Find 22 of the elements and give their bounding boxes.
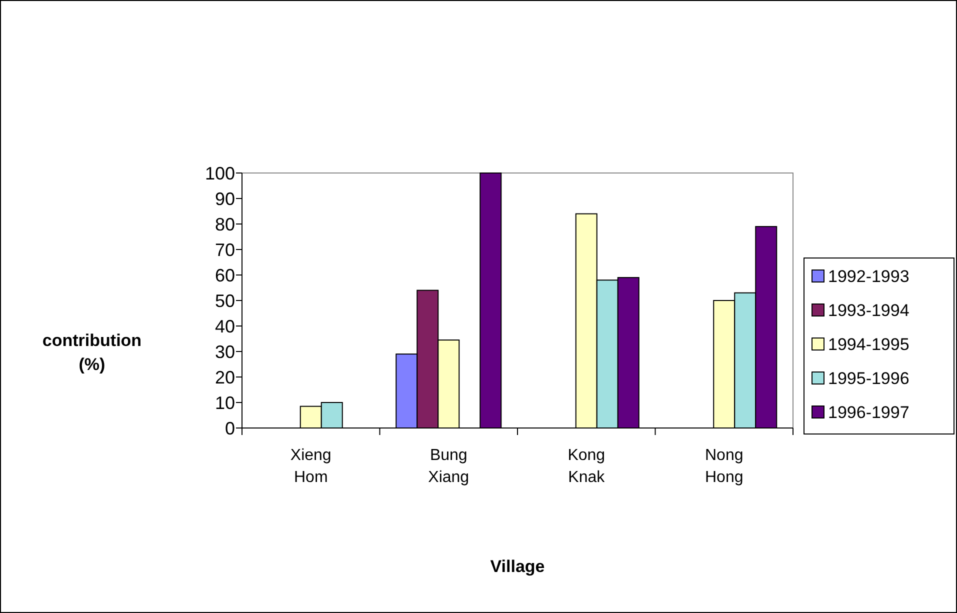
x-tick-label: Bung Xiang <box>428 447 470 486</box>
y-tick-label: 90 <box>214 188 235 209</box>
legend-label: 1992-1993 <box>828 266 910 286</box>
y-tick-label: 20 <box>214 367 235 388</box>
y-tick-label: 10 <box>214 392 235 413</box>
y-tick-label: 0 <box>224 418 235 438</box>
y-tick-label: 30 <box>214 342 235 362</box>
legend-label: 1995-1996 <box>828 368 910 388</box>
y-tick-label: 40 <box>214 316 235 336</box>
legend-label: 1994-1995 <box>828 334 910 354</box>
legend-label: 1993-1994 <box>828 300 910 320</box>
x-tick-label: Xieng Hom <box>290 447 332 486</box>
y-axis-title: contribution (%) <box>42 331 142 374</box>
x-tick-label: Nong Hong <box>705 447 744 486</box>
x-axis-title: Village <box>490 557 545 576</box>
y-tick-label: 100 <box>204 163 235 184</box>
y-tick-label: 80 <box>214 214 235 234</box>
y-tick-label: 50 <box>214 290 235 311</box>
y-tick-label: 60 <box>214 265 235 286</box>
y-tick-label: 70 <box>214 240 235 260</box>
legend-label: 1996-1997 <box>828 402 910 422</box>
x-tick-label: Kong Knak <box>568 447 606 486</box>
